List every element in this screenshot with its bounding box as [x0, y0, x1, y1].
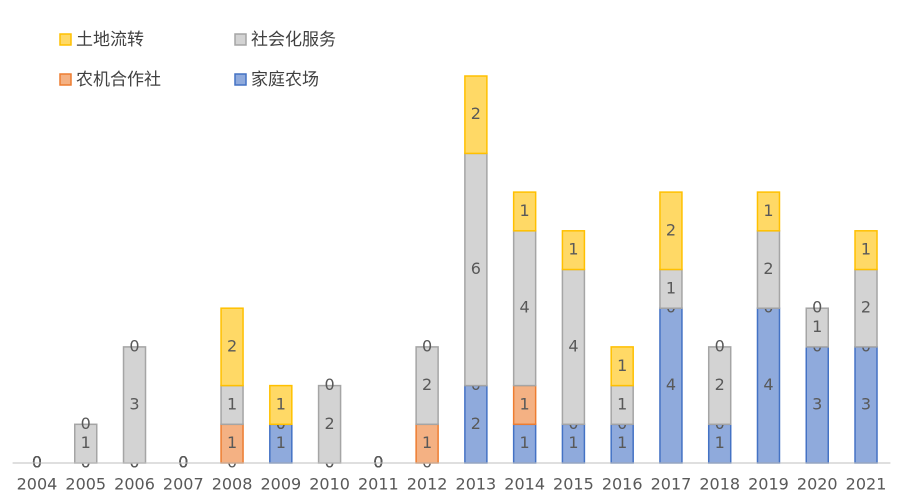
x-tick-label: 2004	[17, 475, 58, 494]
data-label: 1	[568, 240, 578, 259]
data-label: 0	[129, 336, 139, 355]
data-label: 0	[178, 453, 188, 472]
data-label: 2	[471, 104, 481, 123]
data-label: 1	[715, 433, 725, 452]
x-tick-label: 2017	[651, 475, 692, 494]
data-label: 0	[81, 414, 91, 433]
bar-segment	[756, 191, 781, 232]
data-label: 1	[520, 201, 530, 220]
legend-label: 农机合作社	[76, 70, 161, 90]
data-label: 2	[422, 375, 432, 394]
legend-swatch	[234, 73, 247, 86]
data-label: 4	[763, 375, 773, 394]
data-label: 3	[861, 394, 871, 413]
bar-segment	[610, 346, 634, 387]
data-label: 0	[178, 453, 188, 472]
x-tick-label: 2014	[504, 475, 545, 494]
data-label: 0	[32, 453, 42, 472]
data-label: 1	[812, 317, 822, 336]
legend-swatch	[59, 73, 72, 86]
data-label: 4	[666, 375, 676, 394]
bar-segment	[707, 346, 732, 426]
x-tick-label: 2010	[309, 475, 350, 494]
data-label: 1	[81, 433, 91, 452]
data-label: 1	[568, 433, 578, 452]
x-tick-label: 2005	[65, 475, 106, 494]
data-label: 1	[520, 394, 530, 413]
data-label: 0	[32, 453, 42, 472]
data-label: 0	[812, 298, 822, 317]
legend-swatch	[234, 33, 247, 46]
x-tick-label: 2018	[699, 475, 740, 494]
x-tick-label: 2020	[797, 475, 838, 494]
x-tick-label: 2006	[114, 475, 155, 494]
data-label: 0	[178, 453, 188, 472]
x-tick-label: 2011	[358, 475, 399, 494]
data-label: 2	[324, 414, 334, 433]
data-label: 0	[373, 453, 383, 472]
bar-segment	[220, 307, 244, 387]
data-label: 2	[227, 336, 237, 355]
data-label: 0	[373, 453, 383, 472]
data-label: 1	[520, 433, 530, 452]
data-label: 2	[666, 220, 676, 239]
x-tick-label: 2016	[602, 475, 643, 494]
data-label: 4	[520, 298, 530, 317]
data-label: 0	[324, 375, 334, 394]
data-label: 1	[617, 433, 627, 452]
legend-swatch	[59, 33, 72, 46]
data-label: 3	[812, 394, 822, 413]
data-label: 0	[373, 453, 383, 472]
x-tick-label: 2008	[212, 475, 253, 494]
bar-segment	[805, 307, 829, 348]
data-label: 2	[715, 375, 725, 394]
x-tick-label: 2015	[553, 475, 594, 494]
data-label: 2	[861, 298, 871, 317]
data-label: 1	[666, 278, 676, 297]
data-label: 1	[861, 240, 871, 259]
data-label: 0	[373, 453, 383, 472]
bar-segment	[415, 346, 439, 426]
data-label: 1	[276, 394, 286, 413]
data-label: 0	[715, 336, 725, 355]
data-label: 6	[471, 259, 481, 278]
data-label: 1	[617, 356, 627, 375]
data-label: 2	[471, 414, 481, 433]
data-label: 1	[422, 433, 432, 452]
data-label: 0	[422, 336, 432, 355]
data-label: 0	[32, 453, 42, 472]
data-label: 0	[32, 453, 42, 472]
x-tick-label: 2019	[748, 475, 789, 494]
data-label: 1	[763, 201, 773, 220]
bar-segment	[561, 230, 586, 271]
data-label: 0	[178, 453, 188, 472]
x-tick-label: 2013	[456, 475, 497, 494]
bar-segment	[464, 75, 488, 155]
x-tick-label: 2009	[260, 475, 301, 494]
legend-label: 土地流转	[76, 30, 144, 50]
data-label: 1	[617, 394, 627, 413]
legend-label: 社会化服务	[251, 30, 336, 50]
bar-segment	[512, 191, 537, 232]
bar-segment	[269, 384, 293, 426]
bar-segment	[854, 230, 878, 271]
data-label: 1	[227, 433, 237, 452]
data-label: 1	[276, 433, 286, 452]
x-tick-label: 2021	[846, 475, 887, 494]
data-label: 4	[568, 336, 578, 355]
data-label: 2	[763, 259, 773, 278]
x-tick-label: 2007	[163, 475, 204, 494]
data-label: 3	[129, 394, 139, 413]
legend-label: 家庭农场	[251, 70, 319, 90]
data-label: 1	[227, 394, 237, 413]
x-tick-label: 2012	[407, 475, 448, 494]
bar-segment	[659, 191, 683, 271]
